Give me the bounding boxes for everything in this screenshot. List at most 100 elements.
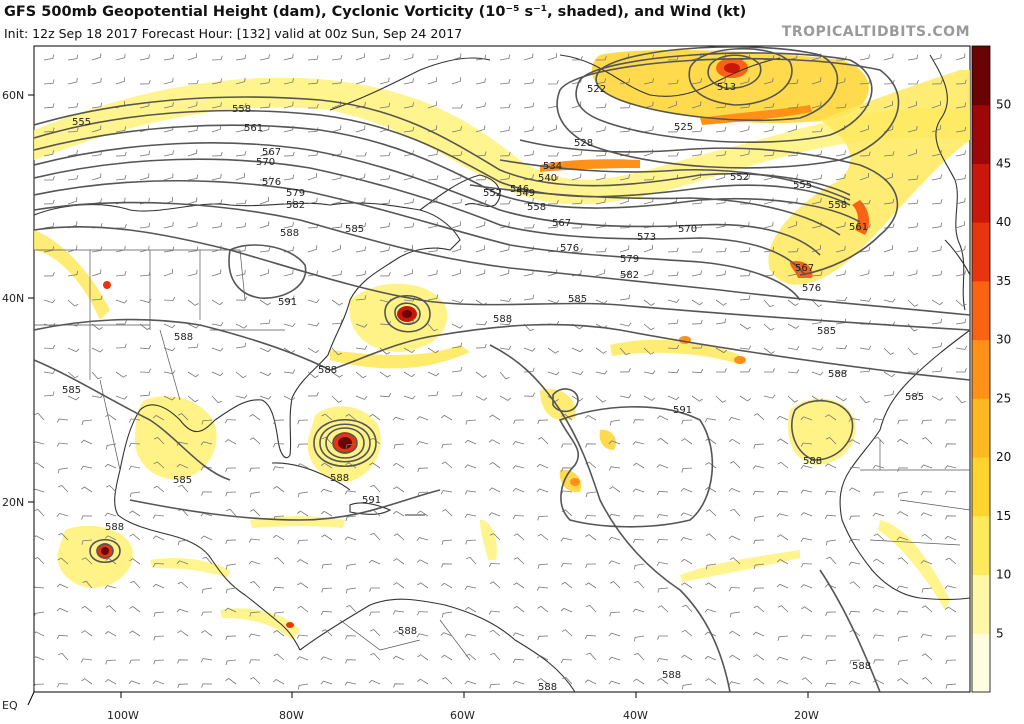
wind-barb	[704, 418, 717, 423]
wind-barb	[811, 221, 822, 229]
wind-barb	[91, 53, 102, 61]
wind-barb	[67, 395, 80, 401]
wind-barb	[417, 582, 429, 589]
wind-barb	[489, 629, 501, 637]
wind-barb	[283, 151, 295, 157]
wind-barb	[643, 244, 653, 253]
colorbar-tick-label: 45	[996, 156, 1011, 170]
wind-barb	[739, 174, 750, 181]
wind-barb	[859, 172, 869, 181]
wind-barb	[211, 299, 224, 306]
wind-barb	[345, 443, 357, 449]
wind-barb	[104, 679, 117, 685]
wind-barb	[91, 173, 102, 181]
wind-barb	[595, 247, 607, 253]
wind-barb	[777, 635, 789, 641]
colorbar-swatch	[972, 104, 990, 164]
wind-barb	[489, 414, 501, 421]
wind-barb	[499, 222, 510, 229]
wind-barb	[187, 197, 198, 205]
wind-barb	[499, 103, 511, 109]
wind-barb	[763, 197, 774, 205]
wind-barb	[152, 514, 165, 519]
wind-barb	[115, 371, 127, 378]
wind-barb	[561, 467, 573, 472]
wind-barb	[776, 438, 789, 445]
wind-barb	[320, 656, 333, 661]
wind-barb	[513, 582, 525, 589]
wind-barb	[331, 371, 343, 378]
wind-barb	[403, 126, 415, 133]
wind-barb	[643, 370, 656, 375]
wind-barb	[115, 77, 126, 85]
wind-barb	[883, 151, 895, 157]
wind-barb	[163, 268, 173, 277]
wind-barb	[667, 298, 680, 303]
wind-barb	[776, 583, 789, 589]
wind-barb	[619, 103, 631, 109]
wind-barb	[129, 558, 141, 565]
wind-barb	[728, 681, 741, 686]
wind-barb	[211, 269, 222, 277]
wind-barb	[369, 484, 381, 493]
wind-barb	[800, 512, 813, 517]
lat-ticks	[27, 94, 35, 706]
contour-label: 579	[620, 254, 639, 265]
wind-barb	[56, 583, 69, 589]
wind-barb	[633, 563, 645, 570]
wind-barb	[715, 247, 727, 253]
wind-barb	[897, 419, 909, 425]
wind-barb	[177, 659, 189, 664]
wind-barb	[873, 533, 885, 541]
wind-barb	[523, 392, 535, 397]
colorbar-tick-label: 15	[996, 509, 1011, 523]
wind-barb	[883, 347, 895, 355]
wind-barb	[920, 464, 933, 469]
wind-barb	[273, 557, 285, 565]
wind-barb	[187, 149, 198, 157]
wind-barb	[920, 633, 933, 639]
wind-barb	[955, 53, 966, 61]
wind-barb	[763, 221, 774, 229]
wind-barb	[753, 515, 765, 522]
wind-barb	[81, 539, 93, 545]
wind-barb	[211, 78, 222, 85]
contour-label: 570	[256, 157, 275, 168]
contour-534	[519, 139, 899, 276]
wind-barb	[427, 391, 439, 397]
wind-barb	[633, 635, 645, 642]
wind-barb	[859, 151, 871, 157]
wind-barb	[379, 124, 389, 133]
wind-barb	[547, 347, 559, 354]
wind-barb	[874, 436, 885, 445]
wind-barb	[91, 246, 102, 253]
wind-barb	[512, 441, 525, 445]
wind-barb	[499, 174, 511, 181]
wind-barb	[441, 563, 453, 568]
wind-barb	[56, 634, 69, 640]
wind-barb	[764, 368, 775, 373]
contour-label: 585	[905, 392, 924, 403]
wind-barb	[728, 630, 741, 637]
wind-barb	[105, 659, 117, 665]
lat-label-eq: EQ	[2, 699, 18, 712]
wind-barb	[235, 103, 247, 109]
wind-barb	[944, 606, 957, 613]
wind-barb	[225, 587, 237, 594]
wind-barb	[416, 678, 429, 685]
wind-barb	[235, 172, 245, 181]
wind-barb	[499, 199, 511, 205]
wind-barb	[489, 533, 501, 541]
lon-label-40w: 40W	[623, 709, 648, 722]
wind-barb	[249, 659, 261, 664]
wind-barb	[499, 345, 512, 350]
wind-barb	[595, 173, 606, 181]
contour-588-south	[129, 489, 441, 521]
wind-barb	[667, 247, 679, 253]
wind-barb	[416, 416, 429, 421]
wind-barb	[307, 197, 318, 205]
wind-barb	[355, 101, 366, 109]
wind-barb	[667, 127, 679, 133]
contour-maria-4	[313, 418, 377, 468]
wind-barb	[512, 465, 525, 470]
